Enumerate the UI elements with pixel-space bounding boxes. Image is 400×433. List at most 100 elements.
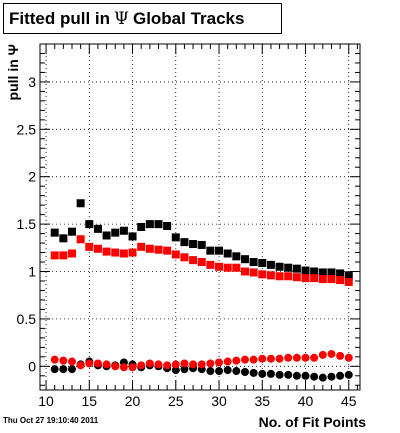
data-point-square bbox=[85, 220, 94, 229]
data-point-square bbox=[171, 250, 180, 259]
data-point-circle bbox=[68, 357, 76, 366]
data-point-square bbox=[327, 275, 336, 284]
data-point-circle bbox=[154, 360, 163, 369]
data-point-circle bbox=[128, 363, 137, 372]
y-tick-label: 0.5 bbox=[17, 311, 37, 327]
data-point-square bbox=[206, 246, 215, 255]
data-point-circle bbox=[206, 359, 215, 368]
data-point-circle bbox=[266, 354, 275, 363]
data-point-square bbox=[284, 272, 293, 281]
data-point-circle bbox=[145, 359, 154, 368]
data-point-circle bbox=[215, 367, 224, 376]
data-point-square bbox=[93, 224, 102, 233]
data-point-square bbox=[301, 266, 310, 275]
x-tick-label: 25 bbox=[168, 393, 184, 409]
data-point-square bbox=[275, 272, 284, 281]
data-point-square bbox=[258, 258, 267, 267]
data-point-square bbox=[76, 199, 85, 208]
data-point-square bbox=[249, 258, 258, 267]
data-point-circle bbox=[318, 373, 327, 382]
data-point-circle bbox=[344, 370, 353, 379]
data-point-circle bbox=[59, 365, 68, 374]
data-point-circle bbox=[223, 357, 232, 366]
data-point-circle bbox=[275, 370, 284, 379]
data-point-circle bbox=[344, 353, 353, 362]
tick-labels: 10 15 20 25 30 35 40 45 0 0.5 1 1.5 2 2.5 3 bbox=[17, 74, 357, 409]
data-point-square bbox=[171, 233, 180, 242]
data-point-square bbox=[111, 228, 120, 237]
series-4 bbox=[50, 349, 353, 372]
y-tick-label: 1.5 bbox=[17, 216, 37, 232]
data-point-circle bbox=[189, 360, 198, 369]
data-point-square bbox=[336, 276, 345, 285]
data-point-square bbox=[292, 264, 301, 273]
data-point-square bbox=[128, 248, 137, 257]
data-point-circle bbox=[292, 371, 301, 380]
data-point-square bbox=[310, 274, 319, 283]
data-point-square bbox=[111, 248, 120, 257]
data-point-square bbox=[232, 252, 241, 261]
data-point-square bbox=[266, 260, 275, 269]
x-tick-label: 30 bbox=[211, 393, 227, 409]
data-point-circle bbox=[50, 355, 59, 364]
data-points bbox=[50, 199, 353, 382]
data-point-circle bbox=[301, 371, 310, 380]
x-tick-label: 45 bbox=[341, 393, 357, 409]
data-point-circle bbox=[310, 353, 319, 362]
data-point-circle bbox=[240, 355, 249, 364]
data-point-square bbox=[327, 268, 336, 277]
grid bbox=[40, 44, 360, 390]
data-point-square bbox=[197, 258, 206, 267]
data-point-square bbox=[137, 222, 146, 231]
data-point-square bbox=[180, 238, 189, 247]
data-point-circle bbox=[266, 369, 275, 378]
x-tick-label: 10 bbox=[38, 393, 54, 409]
data-point-circle bbox=[171, 360, 180, 369]
data-point-square bbox=[215, 262, 224, 271]
data-point-square bbox=[197, 240, 206, 249]
data-point-square bbox=[128, 232, 137, 241]
data-point-square bbox=[258, 270, 267, 279]
data-point-square bbox=[163, 246, 172, 255]
axis-ticks bbox=[40, 43, 360, 390]
data-point-circle bbox=[215, 358, 224, 367]
data-point-square bbox=[137, 242, 146, 251]
data-point-square bbox=[68, 249, 76, 258]
title-prefix: Fitted pull in bbox=[9, 9, 111, 28]
data-point-circle bbox=[76, 361, 85, 370]
plot-frame bbox=[39, 43, 361, 391]
data-point-circle bbox=[85, 359, 94, 368]
data-point-square bbox=[189, 240, 198, 249]
y-tick-label: 0 bbox=[28, 358, 36, 374]
data-point-square bbox=[215, 246, 224, 255]
chart-title: Fitted pull in Ψ Global Tracks bbox=[3, 3, 282, 34]
data-point-square bbox=[266, 271, 275, 280]
x-tick-label: 20 bbox=[125, 393, 141, 409]
data-point-circle bbox=[50, 365, 59, 374]
series-1 bbox=[50, 199, 353, 280]
data-point-circle bbox=[249, 355, 258, 364]
data-point-circle bbox=[197, 360, 206, 369]
data-point-circle bbox=[327, 372, 336, 381]
data-point-circle bbox=[249, 368, 258, 377]
data-point-square bbox=[85, 242, 94, 251]
data-point-square bbox=[154, 245, 163, 254]
data-point-square bbox=[301, 274, 310, 283]
data-point-square bbox=[310, 267, 319, 276]
data-point-square bbox=[102, 247, 111, 256]
data-point-square bbox=[93, 244, 102, 253]
y-axis-title: pull in Ψ bbox=[5, 44, 21, 100]
data-point-circle bbox=[258, 369, 267, 378]
data-point-square bbox=[344, 271, 353, 280]
data-point-circle bbox=[336, 351, 345, 360]
data-point-square bbox=[50, 228, 59, 237]
data-point-square bbox=[223, 249, 232, 258]
data-point-circle bbox=[59, 356, 68, 365]
data-point-square bbox=[240, 267, 249, 276]
data-point-circle bbox=[327, 349, 336, 358]
x-tick-label: 40 bbox=[298, 393, 314, 409]
data-point-square bbox=[318, 275, 327, 284]
data-point-square bbox=[76, 235, 85, 244]
data-point-square bbox=[119, 249, 128, 258]
